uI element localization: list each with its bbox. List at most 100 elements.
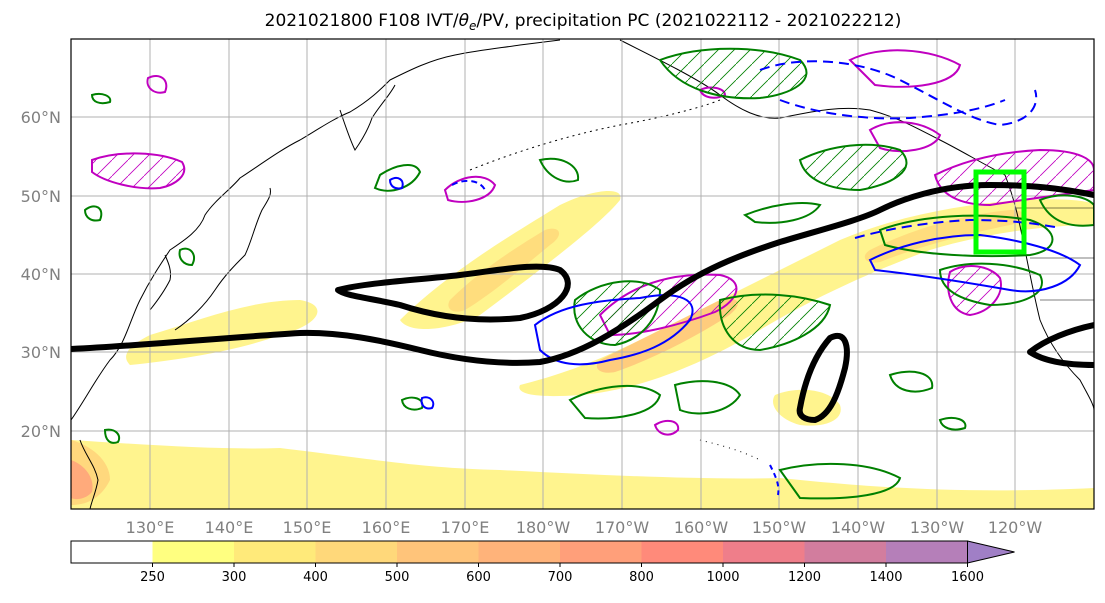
lat-label: 60°N bbox=[21, 108, 61, 127]
pv-contour-green bbox=[1038, 194, 1094, 227]
colorbar-segment bbox=[397, 541, 479, 563]
pv-contour-green bbox=[718, 293, 832, 352]
lat-label: 40°N bbox=[21, 265, 61, 284]
pv-contour-blue bbox=[420, 396, 435, 410]
colorbar-extend-arrow bbox=[967, 540, 1015, 564]
theta-e-contour-main bbox=[71, 182, 1094, 366]
colorbar-tick-label: 1400 bbox=[869, 570, 902, 585]
coastlines bbox=[71, 39, 1094, 509]
pv-contour-blue bbox=[388, 177, 404, 190]
pv-contour-blue bbox=[868, 233, 1082, 293]
pv-contour-magenta bbox=[653, 419, 680, 436]
pv-contour-blue bbox=[854, 218, 1061, 239]
lat-label: 20°N bbox=[21, 422, 61, 441]
pv-contour-green bbox=[673, 380, 742, 415]
pv-contour-magenta bbox=[146, 74, 168, 94]
theta-e-contour-closed bbox=[335, 263, 571, 323]
colorbar-segment bbox=[641, 541, 724, 563]
pv-contour-blue bbox=[779, 99, 1006, 120]
map-area bbox=[70, 38, 1095, 510]
graticule bbox=[71, 39, 1094, 509]
ivt-plume-west bbox=[126, 300, 318, 365]
colorbar-segment bbox=[234, 541, 316, 563]
colorbar-segment bbox=[723, 541, 805, 563]
pv-contour-green bbox=[568, 384, 662, 420]
kamchatka-coastline bbox=[339, 84, 396, 151]
lon-label: 120°W bbox=[988, 518, 1043, 537]
colorbar-tick-label: 600 bbox=[466, 570, 491, 585]
pv-contour-green bbox=[90, 92, 112, 105]
theta-e-contour-east bbox=[1027, 322, 1094, 368]
ivt-tropical-band bbox=[71, 440, 1094, 509]
colorbar-tick-label: 400 bbox=[303, 570, 328, 585]
colorbar-segment bbox=[71, 541, 153, 563]
pv-contour-magenta bbox=[443, 175, 497, 203]
us-states-border bbox=[1015, 207, 1094, 301]
lon-label: 130°W bbox=[910, 518, 965, 537]
target-region-box bbox=[973, 169, 1027, 255]
pv-contour-green bbox=[938, 262, 1043, 307]
pv-contour-blue bbox=[769, 464, 780, 496]
pv-contour-green bbox=[742, 202, 822, 224]
ivt-colorbar: 250 300 400 500 600 700 800 1000 1200 1400 1600 bbox=[70, 540, 1015, 585]
pv-contour-green bbox=[878, 214, 1054, 258]
pv-contour-blue bbox=[451, 179, 486, 191]
north-america-coastline bbox=[1004, 174, 1094, 411]
korea-coastline bbox=[149, 254, 171, 311]
aleutian-islands bbox=[469, 99, 721, 171]
asia-coastline bbox=[71, 39, 561, 421]
pv-contour-green bbox=[538, 157, 580, 183]
pv-contour-green bbox=[938, 417, 967, 431]
theta-e-contours bbox=[71, 182, 1094, 423]
lon-label: 140°W bbox=[831, 518, 886, 537]
map-frame bbox=[70, 38, 1095, 510]
lon-label: 130°E bbox=[126, 518, 175, 537]
theta-e-contour-cutoff bbox=[796, 333, 850, 423]
pv-contour-magenta bbox=[848, 49, 962, 88]
japan-coastline bbox=[174, 187, 271, 331]
pv-contour-blue bbox=[533, 294, 694, 366]
longitude-labels: 130°E 140°E 150°E 160°E 170°E 180°W 170°… bbox=[126, 518, 1043, 537]
latitude-labels: 20°N 30°N 40°N 50°N 60°N bbox=[21, 108, 61, 441]
colorbar-tick-label: 700 bbox=[548, 570, 573, 585]
lon-label: 180°W bbox=[516, 518, 571, 537]
lon-label: 160°W bbox=[674, 518, 729, 537]
figure-title: 2021021800 F108 IVT/θe/PV, precipitation… bbox=[265, 11, 902, 33]
lon-label: 150°W bbox=[752, 518, 807, 537]
pv-contour-green bbox=[373, 164, 422, 192]
colorbar-tick-label: 1000 bbox=[706, 570, 739, 585]
pv-contour-green bbox=[178, 247, 196, 267]
pv-contour-magenta bbox=[91, 152, 186, 190]
pv-contour-green bbox=[400, 396, 424, 411]
pv-contour-blue bbox=[759, 60, 1038, 127]
lon-label: 170°E bbox=[441, 518, 490, 537]
colorbar-segment bbox=[152, 541, 235, 563]
lon-label: 170°W bbox=[595, 518, 650, 537]
pv-contour-green bbox=[658, 47, 808, 100]
colorbar-frame bbox=[70, 540, 968, 564]
lon-label: 160°E bbox=[362, 518, 411, 537]
lat-label: 30°N bbox=[21, 343, 61, 362]
pv-contour-green bbox=[83, 205, 103, 222]
colorbar-segment bbox=[886, 541, 968, 563]
colorbar-tick-label: 1200 bbox=[788, 570, 821, 585]
colorbar-segment bbox=[804, 541, 887, 563]
colorbar-segment bbox=[315, 541, 398, 563]
colorbar-tick-label: 300 bbox=[222, 570, 247, 585]
colorbar-tick-label: 500 bbox=[385, 570, 410, 585]
ivt-tropical-max bbox=[71, 460, 93, 500]
pv-contour-magenta bbox=[947, 265, 1002, 317]
pv-contour-green bbox=[778, 462, 902, 500]
colorbar-tick-label: 800 bbox=[629, 570, 654, 585]
pv-contour-green bbox=[798, 143, 908, 192]
colorbar-segment bbox=[560, 541, 642, 563]
colorbar-tick-label: 1600 bbox=[951, 570, 984, 585]
pv-contour-green bbox=[103, 428, 121, 444]
pv-contour-green bbox=[888, 370, 934, 393]
colorbar-tick-label: 250 bbox=[140, 570, 165, 585]
lon-label: 150°E bbox=[283, 518, 332, 537]
philippines-coastline bbox=[79, 439, 99, 509]
lat-label: 50°N bbox=[21, 187, 61, 206]
lon-label: 140°E bbox=[205, 518, 254, 537]
